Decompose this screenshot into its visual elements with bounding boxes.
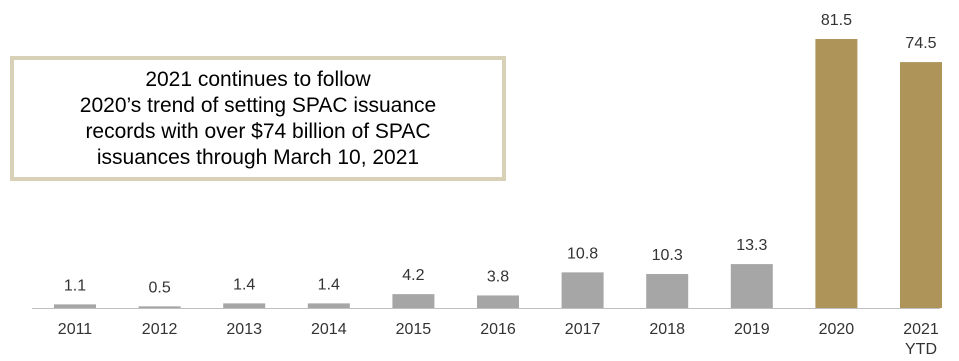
x-tick-label: 2021 YTD: [903, 321, 939, 358]
x-tick-label: 2017: [565, 321, 601, 338]
data-label: 10.3: [652, 247, 683, 264]
x-tick-label: 2011: [58, 321, 93, 338]
x-tick-label: 2015: [396, 321, 432, 338]
bar-2019: [730, 264, 773, 308]
annotation-line: records with over $74 billion of SPAC: [85, 119, 431, 143]
data-label: 74.5: [905, 35, 936, 52]
annotation-callout: 2021 continues to follow 2020’s trend of…: [10, 56, 506, 181]
bar-2017: [561, 272, 604, 308]
value-labels-group: 1.1 0.5 1.4 1.4 4.2 3.8 10.8 10.3 13.3 81.5 74.5: [64, 12, 937, 296]
annotation-line: 2021 continues to follow: [145, 67, 371, 91]
bar-2021-ytd: [900, 62, 942, 308]
annotation-line: issuances through March 10, 2021: [96, 145, 420, 169]
bar-2012: [138, 306, 181, 308]
bars-group: [54, 39, 942, 308]
x-tick-label: 2013: [226, 321, 262, 338]
bar-2020: [815, 39, 858, 308]
bar-2013: [223, 303, 266, 308]
x-tick-label: 2012: [142, 321, 178, 338]
bar-2014: [307, 303, 350, 308]
x-tick-label: 2018: [649, 321, 685, 338]
x-tick-label: 2016: [480, 321, 516, 338]
data-label: 10.8: [567, 245, 598, 262]
annotation-line: 2020’s trend of setting SPAC issuance: [79, 93, 437, 117]
data-label: 1.1: [64, 277, 86, 294]
data-label: 4.2: [402, 267, 424, 284]
bar-2018: [646, 274, 689, 308]
data-label: 0.5: [148, 279, 170, 296]
data-label: 81.5: [821, 12, 852, 29]
x-tick-label: 2020: [819, 321, 855, 338]
data-label: 1.4: [318, 276, 340, 293]
bar-2016: [477, 295, 519, 308]
bar-2011: [54, 304, 96, 308]
annotation-text: 2021 continues to follow 2020’s trend of…: [80, 67, 436, 171]
x-tick-label: 2014: [311, 321, 347, 338]
x-tick-labels-group: 2011 2012 2013 2014 2015 2016 2017 2018 2019 2020…: [58, 321, 939, 358]
bar-2015: [392, 294, 435, 308]
data-label: 13.3: [736, 237, 767, 254]
x-tick-label: 2019: [734, 321, 770, 338]
data-label: 1.4: [233, 276, 255, 293]
data-label: 3.8: [487, 268, 509, 285]
